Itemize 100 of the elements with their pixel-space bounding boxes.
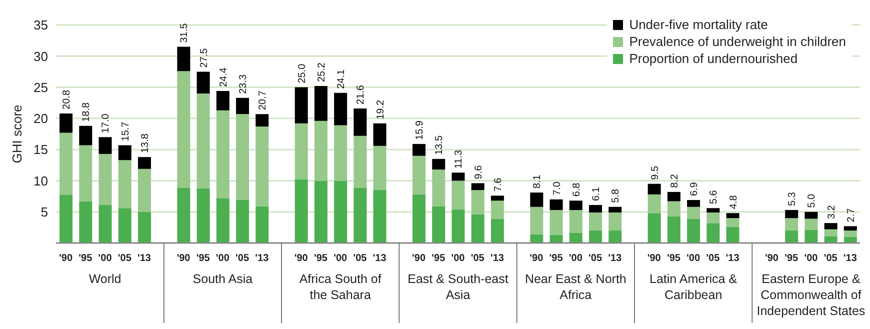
total-label: 31.5 — [179, 22, 190, 43]
total-label: 25.2 — [316, 62, 328, 82]
bar — [373, 146, 386, 190]
x-tick-label: '90 — [530, 253, 544, 264]
total-label: 3.2 — [826, 204, 838, 220]
bar — [412, 194, 426, 243]
total-label: 17.0 — [100, 113, 112, 134]
total-label: 15.9 — [414, 120, 426, 140]
x-tick-label: '95 — [784, 253, 799, 264]
bar — [236, 98, 250, 114]
total-label: 7.0 — [552, 181, 563, 196]
total-label: 20.7 — [258, 90, 269, 110]
bar — [452, 180, 465, 210]
bar — [354, 136, 367, 188]
bar — [785, 230, 798, 243]
total-label: 18.8 — [81, 102, 92, 122]
total-label: 2.7 — [846, 208, 857, 222]
total-label: 15.7 — [120, 121, 132, 142]
bar — [648, 184, 661, 194]
bar — [530, 234, 544, 243]
total-label: 5.8 — [610, 188, 622, 203]
total-label: 27.5 — [198, 48, 210, 68]
bar — [196, 72, 210, 94]
y-tick-label: 5 — [40, 204, 48, 220]
total-label: 9.5 — [650, 165, 661, 180]
x-tick-label: '00 — [334, 253, 348, 264]
x-tick-label: '90 — [647, 253, 662, 264]
x-tick-label: '95 — [432, 253, 446, 264]
bar — [667, 201, 680, 216]
bar — [354, 188, 367, 243]
x-tick-label: '95 — [196, 253, 210, 264]
bar — [412, 156, 426, 194]
x-tick-label: '00 — [98, 253, 112, 264]
total-label: 24.1 — [336, 68, 348, 89]
x-tick-label: '90 — [294, 253, 308, 264]
x-tick-label: '90 — [765, 253, 779, 264]
bar — [432, 158, 446, 170]
y-axis-title: GHI score — [10, 104, 25, 164]
x-tick-label: '95 — [78, 253, 93, 264]
total-label: 8.2 — [669, 174, 680, 188]
bar — [98, 205, 112, 243]
bar — [785, 210, 798, 218]
total-label: 4.8 — [728, 194, 740, 210]
legend-label: Under-five mortality rate — [629, 16, 768, 33]
bar — [569, 233, 582, 243]
total-label: 6.9 — [689, 182, 700, 196]
bar — [334, 125, 348, 181]
bar — [79, 126, 92, 146]
x-tick-label: '13 — [608, 253, 622, 264]
total-label: 21.6 — [356, 84, 367, 104]
bar — [804, 212, 818, 219]
bar — [490, 218, 504, 243]
bar — [98, 154, 112, 206]
bar — [824, 223, 838, 230]
y-tick-label: 15 — [34, 142, 48, 158]
bar — [824, 236, 838, 243]
x-tick-label: '13 — [372, 253, 387, 264]
bar — [177, 46, 190, 72]
x-tick-label: '90 — [176, 253, 191, 264]
bar — [706, 223, 720, 243]
x-tick-label: '00 — [451, 253, 466, 264]
x-tick-label: '00 — [804, 253, 818, 264]
bar — [314, 86, 328, 121]
bar — [687, 206, 700, 219]
x-tick-label: '05 — [118, 253, 132, 264]
bar — [824, 229, 838, 236]
total-label: 13.5 — [434, 135, 446, 155]
bar — [667, 192, 680, 202]
text: World — [88, 272, 122, 286]
y-tick-label: 30 — [34, 48, 48, 64]
bar — [785, 218, 798, 231]
total-label: 23.3 — [238, 74, 250, 94]
bar — [844, 230, 857, 237]
bar — [550, 210, 563, 235]
bar — [196, 188, 210, 243]
bar — [726, 213, 740, 218]
bar — [412, 144, 426, 156]
bar — [373, 190, 386, 243]
text: South Asia — [192, 272, 253, 286]
x-tick-label: '05 — [588, 253, 602, 264]
bar — [530, 206, 544, 234]
bar — [118, 160, 132, 208]
bar — [588, 230, 602, 243]
bar — [452, 209, 465, 243]
bar — [79, 145, 92, 202]
bar — [256, 114, 269, 127]
total-label: 9.6 — [473, 164, 484, 180]
bar — [844, 226, 857, 231]
bar — [294, 179, 308, 243]
bar — [804, 230, 818, 243]
bar — [354, 108, 367, 136]
x-tick-label: '95 — [666, 253, 681, 264]
x-tick-label: '13 — [255, 253, 270, 264]
bar — [138, 212, 151, 243]
bar — [687, 200, 700, 207]
legend-label: Proportion of undernourished — [629, 50, 798, 67]
bar — [452, 172, 465, 181]
total-label: 8.1 — [532, 174, 544, 189]
x-tick-label: '90 — [59, 253, 73, 264]
bar — [687, 218, 700, 243]
